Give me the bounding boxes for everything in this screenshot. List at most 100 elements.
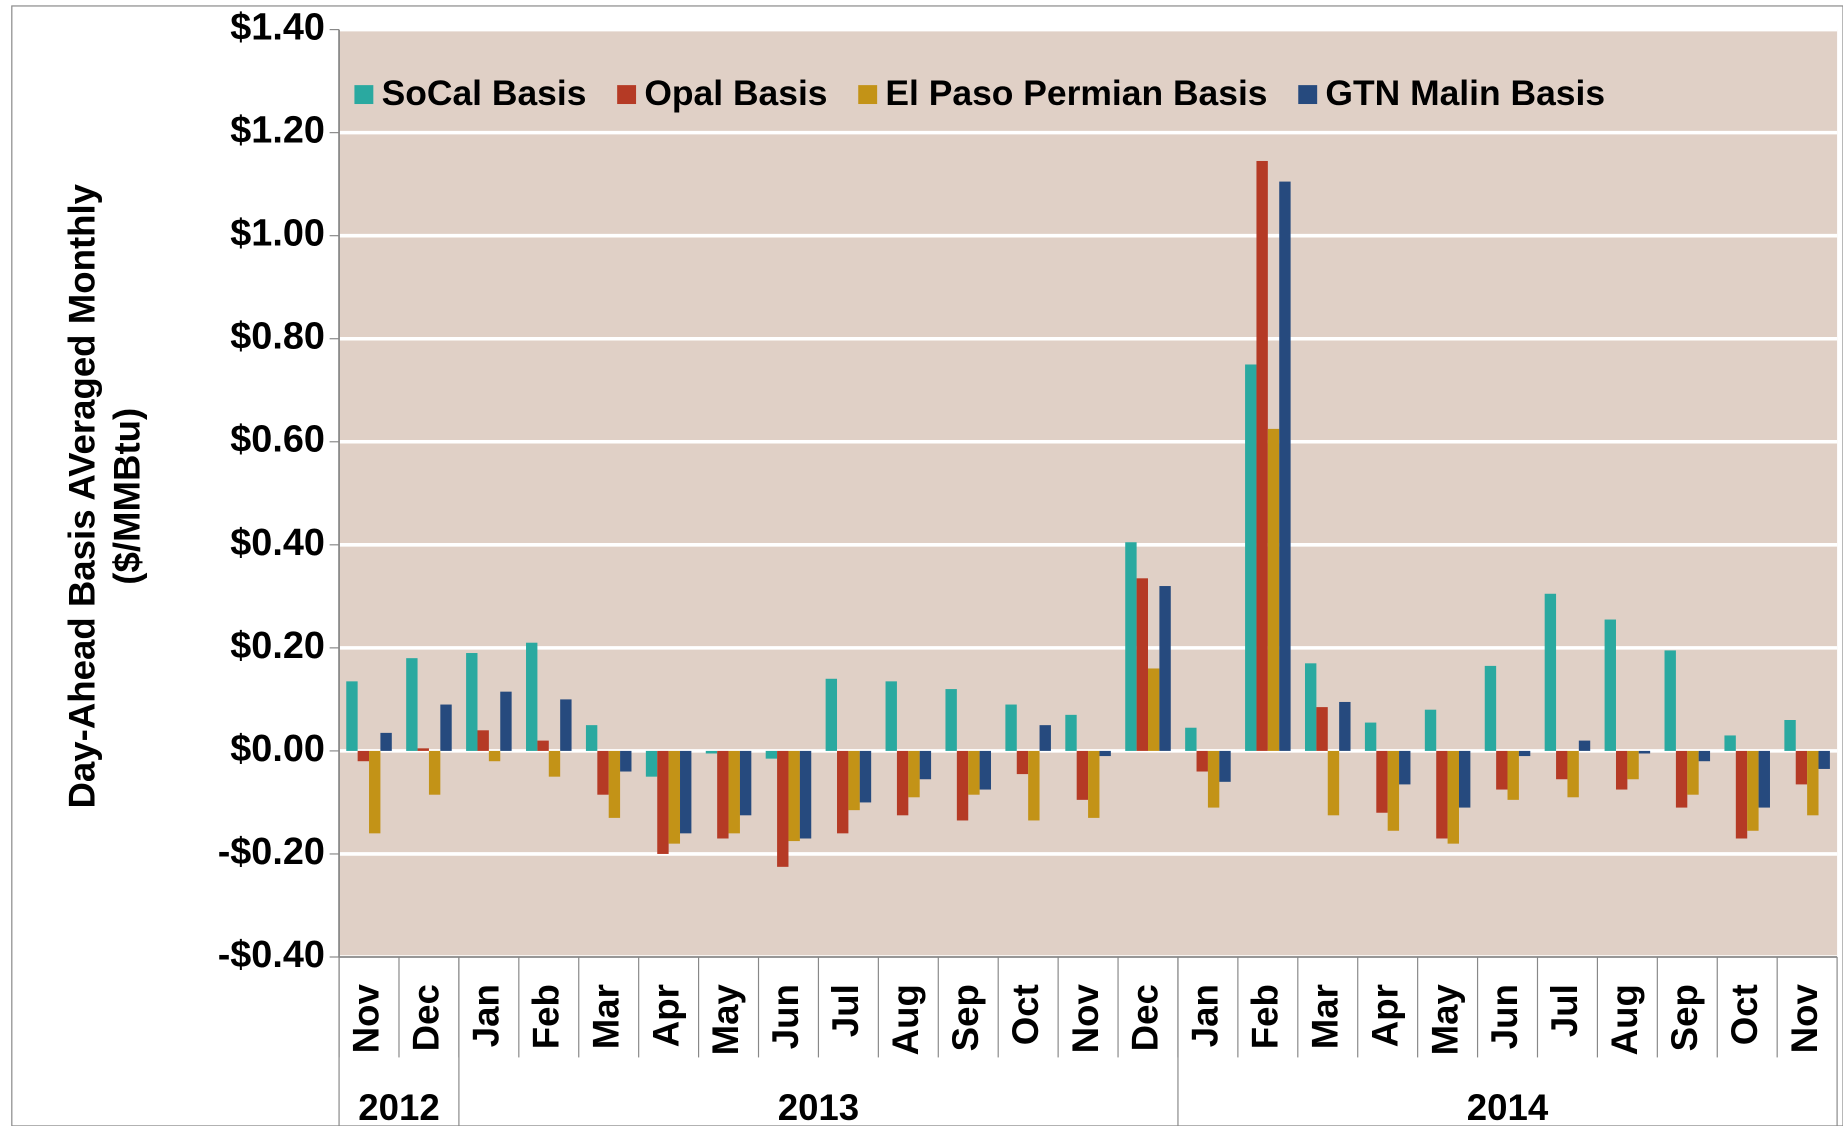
x-tick-label: Sep bbox=[1664, 984, 1705, 1051]
group-label: 2012 bbox=[358, 1087, 439, 1126]
x-tick-label: Apr bbox=[1364, 984, 1405, 1047]
bar bbox=[1807, 750, 1819, 816]
bar bbox=[1327, 750, 1340, 816]
x-tick-label: Jun bbox=[1484, 984, 1525, 1049]
bar bbox=[1518, 750, 1531, 757]
bar bbox=[837, 750, 849, 834]
bar bbox=[1245, 364, 1257, 751]
legend-swatch bbox=[617, 85, 637, 105]
x-tick-label: Dec bbox=[1125, 984, 1166, 1051]
bar bbox=[896, 750, 909, 816]
bar bbox=[1496, 750, 1508, 790]
bar bbox=[477, 730, 489, 751]
bar bbox=[560, 699, 572, 751]
bar bbox=[1544, 593, 1557, 751]
bar bbox=[1795, 750, 1808, 785]
bar bbox=[428, 750, 441, 795]
y-tick-label: -$0.40 bbox=[218, 934, 325, 976]
bar bbox=[440, 704, 452, 751]
y-label: Day-Ahead Basis AVeraged Monthly bbox=[62, 183, 103, 808]
x-tick-label: Oct bbox=[1724, 984, 1765, 1045]
bar bbox=[979, 750, 992, 790]
bar bbox=[620, 750, 632, 772]
bar bbox=[919, 750, 932, 780]
bar bbox=[1784, 719, 1796, 751]
bar bbox=[488, 750, 501, 762]
x-tick-label: Nov bbox=[346, 984, 387, 1054]
bar bbox=[1185, 727, 1197, 751]
bar bbox=[1364, 722, 1377, 751]
x-tick-label: May bbox=[1424, 984, 1465, 1056]
x-tick-label: Nov bbox=[1065, 984, 1106, 1054]
bar bbox=[1818, 750, 1830, 769]
bar bbox=[705, 750, 718, 754]
bar bbox=[597, 750, 609, 795]
bar bbox=[717, 750, 729, 839]
bar bbox=[765, 750, 778, 759]
bar bbox=[608, 750, 621, 818]
bar bbox=[1447, 750, 1459, 844]
bar bbox=[406, 658, 418, 751]
bar bbox=[1267, 428, 1280, 751]
plot-area bbox=[339, 29, 1838, 958]
bar bbox=[1219, 750, 1231, 782]
bar bbox=[1664, 650, 1676, 751]
legend-swatch bbox=[858, 85, 878, 105]
bar bbox=[1076, 750, 1089, 800]
bar bbox=[728, 750, 740, 834]
bar bbox=[1196, 750, 1208, 772]
bar bbox=[1136, 578, 1148, 751]
legend-swatch bbox=[354, 85, 374, 105]
bar bbox=[1399, 750, 1411, 785]
x-tick-label: Jan bbox=[1185, 984, 1226, 1047]
x-tick-label: May bbox=[705, 984, 746, 1056]
bar bbox=[1028, 750, 1040, 821]
bar bbox=[668, 750, 681, 844]
bar bbox=[1065, 714, 1077, 751]
bar bbox=[346, 681, 358, 751]
bar bbox=[1484, 665, 1497, 751]
bar bbox=[1207, 750, 1220, 808]
bar bbox=[825, 678, 838, 751]
bar bbox=[500, 691, 512, 751]
y-label-units: ($/MMBtu) bbox=[107, 408, 148, 585]
bar bbox=[369, 750, 381, 834]
bar bbox=[859, 750, 872, 803]
bar bbox=[1747, 750, 1759, 831]
bar bbox=[1256, 160, 1268, 751]
bar bbox=[680, 750, 692, 834]
x-tick-label: Mar bbox=[585, 984, 626, 1049]
y-tick-label: $0.80 bbox=[230, 316, 325, 358]
bar bbox=[1436, 750, 1448, 839]
bar bbox=[848, 750, 860, 811]
bar bbox=[945, 689, 957, 751]
bar bbox=[357, 750, 370, 762]
bar bbox=[1638, 750, 1651, 754]
bar bbox=[417, 748, 429, 751]
bar bbox=[537, 740, 549, 751]
y-tick-label: -$0.20 bbox=[218, 831, 325, 873]
bar bbox=[1567, 750, 1579, 798]
bar bbox=[1039, 725, 1051, 751]
x-tick-label: Nov bbox=[1784, 984, 1825, 1054]
bar bbox=[1507, 750, 1519, 800]
bar bbox=[1687, 750, 1699, 795]
bar bbox=[1376, 750, 1388, 813]
legend-swatch bbox=[1298, 85, 1318, 105]
bar bbox=[799, 750, 812, 839]
x-tick-label: Jul bbox=[825, 984, 866, 1037]
bar bbox=[1099, 750, 1111, 757]
x-tick-label: Jun bbox=[765, 984, 806, 1049]
bar bbox=[968, 750, 980, 795]
x-tick-label: Jul bbox=[1544, 984, 1585, 1037]
bar bbox=[585, 725, 598, 751]
bar bbox=[1735, 750, 1748, 839]
x-tick-label: Dec bbox=[406, 984, 447, 1051]
bar bbox=[1387, 750, 1400, 831]
x-tick-label: Aug bbox=[1604, 984, 1645, 1055]
bar bbox=[1304, 663, 1317, 751]
y-tick-label: $0.20 bbox=[230, 625, 325, 667]
bar bbox=[739, 750, 752, 816]
bar bbox=[1675, 750, 1688, 808]
bar bbox=[1088, 750, 1100, 818]
